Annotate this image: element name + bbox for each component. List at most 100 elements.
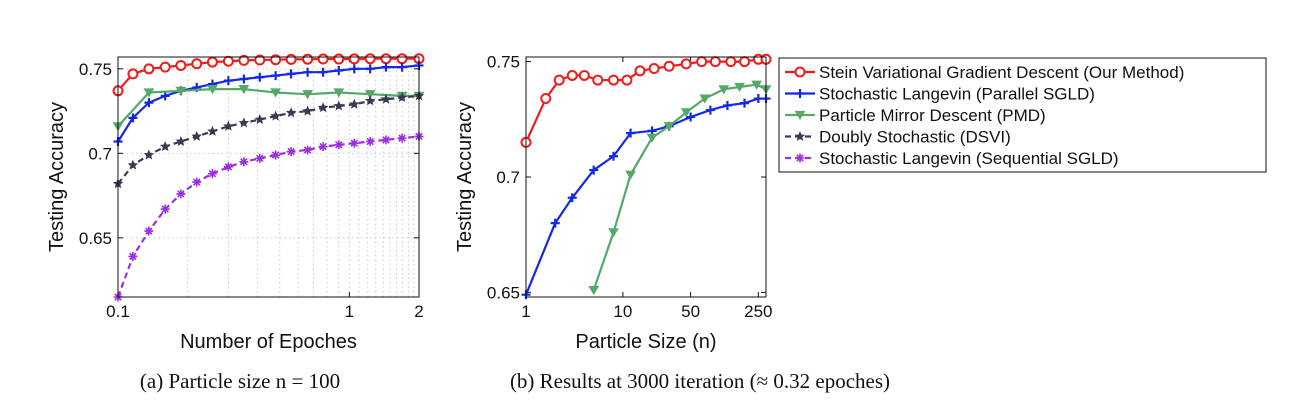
data-point-dsvi [143,149,155,160]
data-point-svgd [175,59,187,71]
x-tick-label: 0.1 [106,302,130,321]
legend-entry-svgd: Stein Variational Gradient Descent (Our … [785,63,1184,82]
data-point-ssgld [176,189,186,199]
data-point-svgd [663,60,675,72]
y-tick-label: 0.7 [496,168,520,187]
data-point-svgd [348,53,360,65]
data-point-pmd [699,94,711,104]
y-tick-label: 0.75 [487,53,520,72]
data-point-dsvi [238,117,250,128]
data-point-psgld [626,128,636,138]
data-point-dsvi [254,113,266,125]
data-point-ssgld [255,153,265,163]
data-point-ssgld [192,177,202,187]
data-point-ssgld [239,157,249,167]
legend-marker [794,110,806,121]
legend: Stein Variational Gradient Descent (Our … [778,57,1267,173]
legend-entry-psgld: Stochastic Langevin (Parallel SGLD) [785,85,1095,104]
data-point-ssgld [303,145,313,155]
data-point-dsvi [159,141,171,152]
data-point-psgld [365,64,375,74]
y-tick-label: 0.65 [79,229,112,248]
data-point-svgd [607,74,619,86]
data-point-svgd [143,63,155,75]
data-point-svgd [540,93,552,105]
plot-frame [525,56,767,298]
data-point-svgd [238,54,250,66]
data-point-psgld [255,72,265,82]
data-point-dsvi [302,105,313,116]
data-point-svgd [333,53,345,65]
data-point-psgld [303,67,313,77]
data-point-pmd [625,170,636,180]
data-point-ssgld [397,133,407,143]
y-tick-label: 0.75 [79,60,112,79]
data-point-svgd [592,74,604,86]
data-point-psgld [286,69,296,79]
legend-marker [794,130,806,141]
legend-marker [795,153,805,163]
data-point-dsvi [380,93,392,104]
legend-entry-dsvi: Doubly Stochastic (DSVI) [785,128,1011,147]
data-point-svgd [566,69,578,81]
data-point-dsvi [333,100,345,111]
data-point-pmd [207,85,218,95]
data-point-pmd [175,86,187,96]
data-point-svgd [634,65,646,77]
data-point-pmd [646,133,658,143]
data-point-dsvi [207,125,218,136]
legend-label: Stochastic Langevin (Parallel SGLD) [819,85,1095,104]
data-point-pmd [588,285,600,296]
data-point-psgld [271,71,281,81]
data-point-svgd [680,58,692,70]
data-point-psgld [567,193,577,203]
data-point-svgd [648,63,660,75]
data-point-ssgld [144,226,154,236]
legend-marker [794,66,806,78]
data-point-svgd [380,53,392,65]
data-point-svgd [127,68,139,80]
data-point-dsvi [364,95,376,106]
data-point-dsvi [317,102,329,113]
legend-label: Stein Variational Gradient Descent (Our … [819,63,1184,82]
data-point-psgld [397,62,407,72]
x-tick-label: 250 [744,302,772,321]
data-point-pmd [302,90,313,100]
data-point-svgd [159,61,171,73]
x-axis-label: Number of Epoches [180,331,357,353]
panel-b: 1 10 50 250 0.65 0.7 0.75 Particle Size (n) Test… [454,53,773,353]
data-point-ssgld [334,140,344,150]
data-point-svgd [578,69,590,81]
data-point-svgd [725,56,737,68]
data-point-pmd [751,80,762,90]
x-tick-label: 2 [414,302,423,321]
data-point-pmd [364,90,376,100]
data-point-pmd [608,228,619,238]
data-point-svgd [621,74,633,86]
plot-area [526,57,766,297]
data-point-svgd [302,53,314,65]
data-point-pmd [663,122,675,132]
data-point-psgld [550,218,560,228]
x-tick-label: 1 [521,302,530,321]
plot-area [118,57,419,297]
data-point-ssgld [207,169,217,179]
legend-box [778,57,1267,173]
data-point-psgld [334,66,344,76]
data-point-svgd [191,58,203,70]
data-point-psgld [223,76,233,86]
data-point-psgld [705,105,715,115]
x-axis-label: Particle Size (n) [575,331,716,353]
data-point-psgld [144,98,154,108]
data-point-psgld [318,67,328,77]
legend-entry-pmd: Particle Mirror Descent (PMD) [785,106,1046,125]
y-axis-label: Testing Accuracy [46,102,68,252]
data-point-pmd [718,85,730,95]
data-point-dsvi [191,130,203,141]
legend-label: Doubly Stochastic (DSVI) [819,128,1011,147]
data-point-psgld [608,151,618,161]
data-point-svgd [206,56,218,68]
data-point-psgld [160,91,170,101]
data-point-ssgld [271,150,281,160]
data-point-dsvi [127,159,139,170]
